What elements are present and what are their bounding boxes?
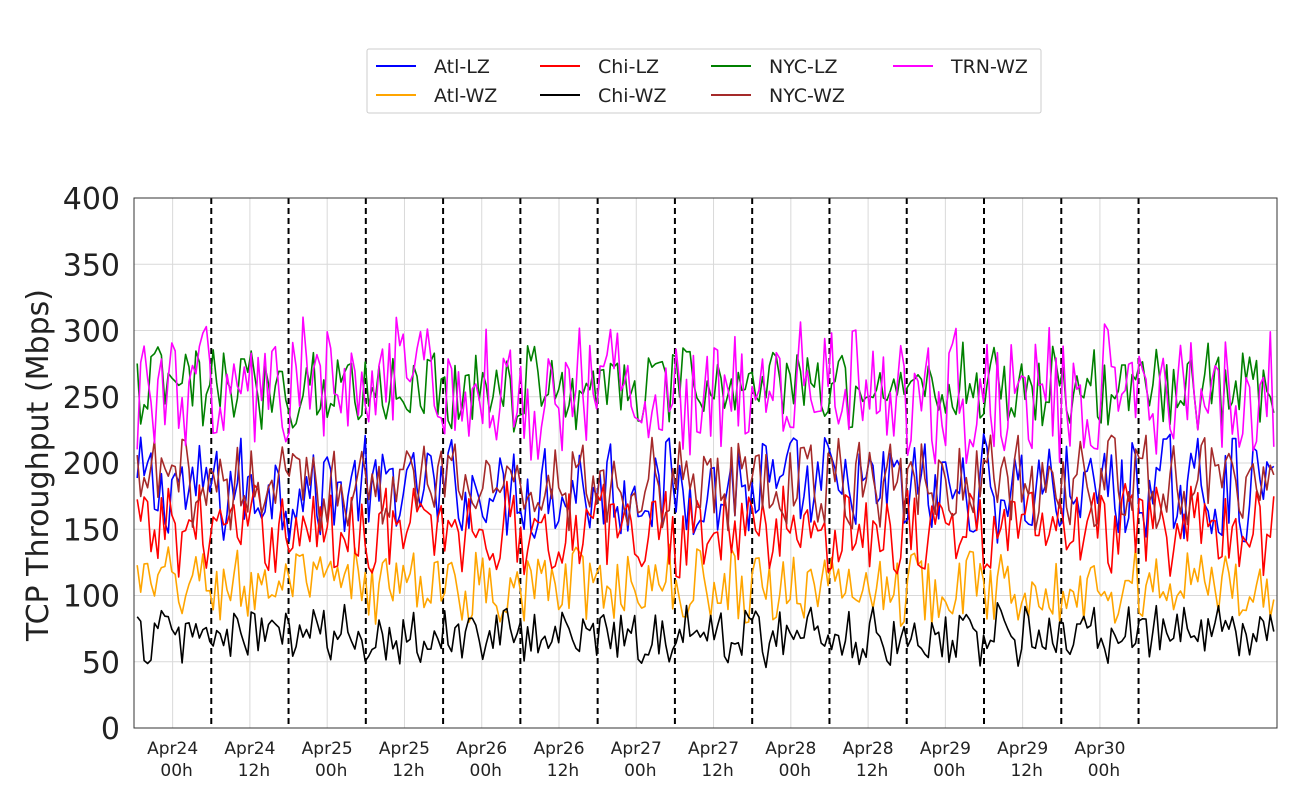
x-tick-label-hour: 12h (392, 761, 424, 781)
x-tick-label: Apr30 (1074, 739, 1125, 759)
y-axis-label: TCP Throughput (Mbps) (21, 289, 56, 642)
legend-label-nyc-wz: NYC-WZ (769, 85, 845, 107)
series-line-nyc-wz (136, 434, 1275, 532)
x-tick-label: Apr27 (611, 739, 662, 759)
x-tick-label: Apr26 (456, 739, 507, 759)
y-tick-label: 100 (63, 580, 120, 615)
series-line-atl-wz (136, 543, 1275, 627)
series-line-chi-wz (136, 601, 1275, 669)
x-tick-label-hour: 12h (856, 761, 888, 781)
x-tick-label-hour: 00h (315, 761, 347, 781)
x-tick-label: Apr29 (997, 739, 1048, 759)
legend: Atl-LZ Atl-WZ Chi-LZ Chi-WZ NYC-LZ NYC-WZ TRN-… (366, 48, 1042, 114)
legend-label-nyc-lz: NYC-LZ (769, 56, 838, 78)
x-tick-label: Apr26 (533, 739, 584, 759)
x-tick-label: Apr25 (379, 739, 430, 759)
x-tick-label: Apr28 (765, 739, 816, 759)
y-tick-label: 400 (63, 182, 120, 217)
x-ticks: Apr2400hApr2412hApr2500hApr2512hApr2600h… (147, 739, 1125, 781)
x-tick-label: Apr25 (302, 739, 353, 759)
legend-box (366, 48, 1042, 114)
y-tick-label: 200 (63, 447, 120, 482)
series-line-atl-lz (136, 433, 1275, 544)
y-tick-label: 300 (63, 315, 120, 350)
x-tick-label-hour: 12h (701, 761, 733, 781)
series-line-nyc-lz (136, 341, 1275, 433)
x-tick-label-hour: 00h (1088, 761, 1120, 781)
plot-frame (133, 197, 1278, 729)
series-lines (136, 316, 1275, 669)
series-line-chi-lz (136, 480, 1275, 579)
y-tick-label: 350 (63, 248, 120, 283)
x-tick-label-hour: 12h (1010, 761, 1042, 781)
x-tick-label: Apr27 (688, 739, 739, 759)
y-tick-label: 50 (82, 646, 120, 681)
x-tick-label-hour: 00h (624, 761, 656, 781)
x-tick-label: Apr24 (147, 739, 198, 759)
legend-label-atl-wz: Atl-WZ (434, 85, 497, 107)
legend-label-trn-wz: TRN-WZ (950, 56, 1028, 78)
x-tick-label-hour: 00h (160, 761, 192, 781)
x-tick-label-hour: 12h (238, 761, 270, 781)
y-ticks: 0 50 100 150 200 250 300 350 400 (63, 182, 120, 747)
x-tick-label: Apr24 (224, 739, 275, 759)
y-tick-label: 150 (63, 513, 120, 548)
series-line-trn-wz (136, 316, 1275, 465)
y-tick-label: 250 (63, 381, 120, 416)
legend-label-atl-lz: Atl-LZ (434, 56, 490, 78)
x-tick-label: Apr29 (920, 739, 971, 759)
legend-label-chi-wz: Chi-WZ (598, 85, 666, 107)
x-tick-label-hour: 00h (933, 761, 965, 781)
x-tick-label-hour: 00h (779, 761, 811, 781)
y-tick-label: 0 (101, 712, 120, 747)
x-tick-label-hour: 12h (547, 761, 579, 781)
legend-label-chi-lz: Chi-LZ (598, 56, 659, 78)
x-tick-label: Apr28 (843, 739, 894, 759)
x-tick-label-hour: 00h (470, 761, 502, 781)
